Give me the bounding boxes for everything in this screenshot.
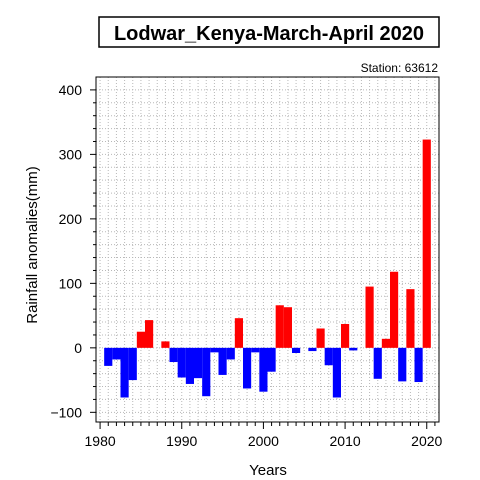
chart-title-box: Lodwar_Kenya-March-April 2020 — [98, 16, 440, 48]
bar-2007 — [316, 328, 325, 348]
bar-1996 — [226, 347, 235, 360]
y-axis-title: Rainfall anomalies(mm) — [24, 166, 41, 324]
bar-1983 — [120, 347, 129, 398]
bar-1986 — [145, 320, 154, 348]
bar-2004 — [292, 347, 301, 353]
bar-1998 — [243, 347, 252, 389]
bar-1997 — [234, 318, 243, 348]
bar-2000 — [259, 347, 268, 392]
bar-2001 — [267, 347, 276, 372]
bar-2017 — [398, 347, 407, 382]
bar-1981 — [104, 347, 113, 366]
x-tick-label: 1980 — [85, 433, 116, 449]
bar-1990 — [177, 347, 186, 378]
bar-2019 — [414, 347, 423, 383]
bar-2018 — [406, 289, 415, 348]
bar-2014 — [373, 347, 382, 379]
bar-2003 — [283, 307, 292, 348]
bar-2010 — [341, 323, 350, 348]
bar-1993 — [202, 347, 211, 397]
y-tick-label: −100 — [50, 404, 82, 420]
chart-title: Lodwar_Kenya-March-April 2020 — [114, 23, 424, 45]
bar-1982 — [112, 347, 121, 360]
bar-2013 — [365, 286, 374, 348]
bar-2009 — [332, 347, 341, 398]
bar-2015 — [381, 338, 390, 348]
x-tick-label: 2000 — [248, 433, 279, 449]
x-axis-title: Years — [249, 462, 287, 479]
bar-2006 — [308, 347, 317, 352]
x-tick-label: 2010 — [330, 433, 361, 449]
bar-1991 — [185, 347, 194, 384]
y-axis: −100 0 100 200 300 400 — [50, 82, 96, 420]
bar-2020 — [422, 139, 431, 348]
station-label: Station: 63612 — [361, 61, 439, 75]
bar-1992 — [194, 347, 203, 379]
bar-series — [104, 139, 431, 398]
y-tick-label: 300 — [59, 146, 83, 162]
bar-2016 — [390, 271, 399, 348]
plot-frame — [95, 76, 440, 423]
y-tick-label: 100 — [59, 275, 83, 291]
bar-1994 — [210, 347, 219, 353]
bar-1999 — [251, 347, 260, 353]
y-tick-label: 200 — [59, 211, 83, 227]
y-tick-label: 400 — [59, 82, 83, 98]
y-tick-label: 0 — [74, 340, 82, 356]
x-axis: 1980 1990 2000 2010 2020 — [85, 422, 443, 449]
bar-1985 — [136, 331, 145, 348]
x-tick-label: 1990 — [166, 433, 197, 449]
bar-2002 — [275, 305, 284, 348]
bar-1988 — [161, 341, 170, 348]
bar-1989 — [169, 347, 178, 363]
bar-2008 — [324, 347, 333, 366]
bar-1984 — [128, 347, 137, 381]
x-tick-label: 2020 — [411, 433, 442, 449]
bar-1995 — [218, 347, 227, 375]
bar-2011 — [349, 347, 358, 351]
